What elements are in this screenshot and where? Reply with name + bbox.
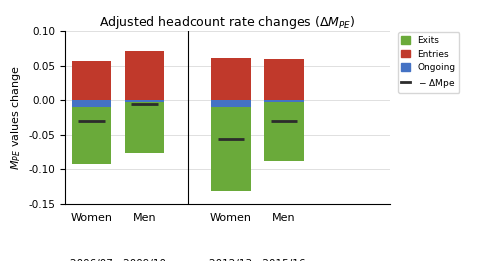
Legend: Exits, Entries, Ongoing, $-$ $\Delta$Mpe: Exits, Entries, Ongoing, $-$ $\Delta$Mpe bbox=[398, 32, 460, 93]
Bar bbox=[211, 100, 250, 107]
Bar bbox=[72, 100, 112, 107]
Bar bbox=[72, 61, 112, 100]
Bar bbox=[124, 102, 164, 153]
Bar bbox=[211, 57, 250, 100]
Bar bbox=[264, 102, 304, 161]
Bar bbox=[264, 59, 304, 100]
Bar bbox=[72, 107, 112, 164]
Bar bbox=[211, 107, 250, 191]
Text: 2006/07 - 2009/10: 2006/07 - 2009/10 bbox=[70, 259, 166, 261]
Bar bbox=[124, 100, 164, 102]
Bar bbox=[264, 100, 304, 102]
Bar bbox=[124, 51, 164, 100]
Text: 2012/13 - 2015/16: 2012/13 - 2015/16 bbox=[209, 259, 306, 261]
Title: Adjusted headcount rate changes ($\Delta M_{PE}$): Adjusted headcount rate changes ($\Delta… bbox=[100, 14, 356, 31]
Y-axis label: $M_{PE}$ values change: $M_{PE}$ values change bbox=[9, 65, 23, 170]
